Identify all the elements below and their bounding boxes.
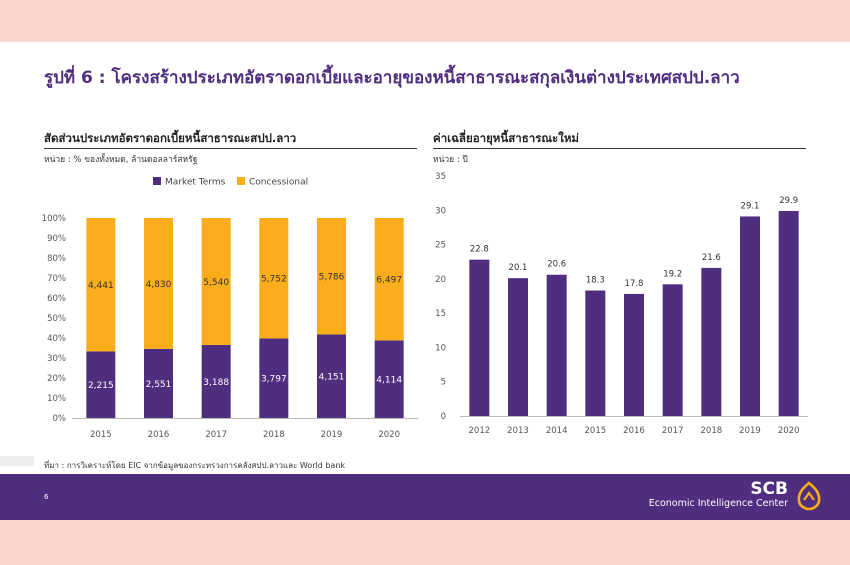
x-tick-label: 2014 — [546, 426, 568, 436]
data-label-concessional: 4,441 — [88, 281, 114, 291]
bar-2020 — [778, 210, 799, 416]
y-tick-label: 60% — [47, 294, 66, 304]
bar-market-2016 — [144, 348, 173, 418]
data-label: 19.2 — [663, 269, 682, 279]
bar-2018 — [701, 267, 722, 416]
y-tick-label: 20% — [47, 374, 66, 384]
legend-label-1: Concessional — [249, 178, 308, 188]
data-label: 20.1 — [509, 263, 528, 273]
data-label: 29.9 — [779, 196, 798, 206]
data-label-market: 4,114 — [376, 376, 402, 386]
brand-name: SCB — [750, 479, 788, 499]
x-tick-label: 2013 — [507, 426, 529, 436]
y-tick-label: 20 — [435, 275, 446, 285]
bar-concessional-2019 — [317, 218, 346, 335]
right-chart-unit: หน่วย : ปี — [433, 155, 468, 165]
y-tick-label: 15 — [435, 309, 446, 319]
slide: รูปที่ 6 : โครงสร้างประเภทอัตราดอกเบี้ยแ… — [0, 42, 850, 520]
x-tick-label: 2019 — [739, 426, 761, 436]
x-tick-label: 2018 — [701, 426, 723, 436]
x-tick-label: 2020 — [378, 430, 400, 440]
legend-label-0: Market Terms — [165, 178, 226, 188]
bar-2014 — [546, 274, 567, 416]
data-label: 29.1 — [741, 201, 760, 211]
brand-subtitle: Economic Intelligence Center — [648, 498, 788, 509]
x-tick-label: 2020 — [778, 426, 800, 436]
data-label-concessional: 6,497 — [376, 276, 402, 286]
slide-title: รูปที่ 6 : โครงสร้างประเภทอัตราดอกเบี้ยแ… — [44, 68, 740, 88]
bar-concessional-2016 — [144, 218, 173, 349]
data-label-market: 2,215 — [88, 381, 114, 391]
y-tick-label: 10% — [47, 394, 66, 404]
bar-concessional-2020 — [374, 218, 404, 341]
y-tick-label: 0 — [441, 412, 446, 422]
bar-2012 — [469, 259, 490, 416]
data-label-concessional: 5,786 — [319, 273, 345, 283]
legend-swatch-1 — [237, 177, 245, 185]
bar-market-2019 — [317, 334, 346, 418]
left-chart-title: สัดส่วนประเภทอัตราดอกเบี้ยหนี้สาธารณะสปป… — [44, 131, 297, 145]
data-label-concessional: 4,830 — [146, 280, 172, 290]
x-tick-label: 2017 — [205, 430, 227, 440]
footer-bar: 6 SCB Economic Intelligence Center — [0, 474, 850, 520]
bar-2015 — [585, 290, 606, 416]
bar-concessional-2017 — [201, 218, 231, 345]
bar-concessional-2018 — [259, 218, 289, 339]
y-tick-label: 40% — [47, 334, 66, 344]
source-note: ที่มา : การวิเคราะห์โดย EIC จากข้อมูลของ… — [44, 461, 346, 470]
y-tick-label: 30 — [435, 206, 446, 216]
y-tick-label: 10 — [435, 343, 446, 353]
data-label-concessional: 5,752 — [261, 275, 287, 285]
interest-type-share-chart: Market Terms Concessional 0% 10% 20% 30% 40% 50… — [42, 177, 418, 440]
data-label: 20.6 — [547, 260, 566, 270]
data-label: 21.6 — [702, 253, 721, 263]
x-tick-label: 2012 — [469, 426, 491, 436]
y-tick-label: 30% — [47, 354, 66, 364]
left-chart-unit: หน่วย : % ของทั้งหมด, ล้านดอลลาร์สหรัฐ — [44, 155, 198, 165]
data-label-market: 4,151 — [319, 373, 345, 383]
legend-swatch-0 — [153, 177, 161, 185]
left-title-divider — [44, 148, 417, 149]
bar-market-2020 — [374, 340, 404, 418]
y-tick-label: 70% — [47, 274, 66, 284]
y-tick-label: 0% — [53, 414, 67, 424]
y-tick-label: 35 — [435, 172, 446, 182]
y-tick-label: 5 — [441, 378, 446, 388]
source-marker — [0, 456, 34, 466]
x-tick-label: 2015 — [90, 430, 112, 440]
data-label: 17.8 — [625, 279, 644, 289]
x-tick-label: 2018 — [263, 430, 285, 440]
bar-market-2017 — [201, 344, 231, 418]
bar-2013 — [508, 278, 528, 416]
x-tick-label: 2015 — [585, 426, 607, 436]
right-chart-title: ค่าเฉลี่ยอายุหนี้สาธารณะใหม่ — [433, 131, 579, 145]
y-tick-label: 80% — [47, 254, 66, 264]
y-tick-label: 25 — [435, 241, 446, 251]
y-tick-label: 50% — [47, 314, 66, 324]
x-tick-label: 2016 — [623, 426, 645, 436]
bar-2019 — [740, 216, 760, 416]
bar-2017 — [662, 284, 683, 416]
data-label-market: 3,797 — [261, 375, 287, 385]
bar-market-2015 — [86, 351, 116, 418]
page-number: 6 — [44, 493, 49, 501]
data-label-market: 3,188 — [203, 378, 229, 388]
scb-logo-icon — [797, 481, 821, 511]
x-tick-label: 2016 — [148, 430, 170, 440]
bar-market-2018 — [259, 338, 289, 418]
data-label: 18.3 — [586, 276, 605, 286]
x-tick-label: 2019 — [321, 430, 343, 440]
brand-block: SCB Economic Intelligence Center — [649, 480, 788, 510]
y-tick-label: 100% — [42, 214, 66, 224]
data-label: 22.8 — [470, 245, 489, 255]
data-label-concessional: 5,540 — [203, 278, 229, 288]
average-maturity-chart: 0 5 10 15 20 25 30 35 22.8 2012 20.1 2013 20.6 2014 18… — [435, 172, 808, 436]
data-label-market: 2,551 — [146, 380, 172, 390]
y-tick-label: 90% — [47, 234, 66, 244]
bar-concessional-2015 — [86, 218, 116, 352]
right-title-divider — [433, 148, 806, 149]
x-tick-label: 2017 — [662, 426, 684, 436]
bar-2016 — [624, 293, 644, 416]
